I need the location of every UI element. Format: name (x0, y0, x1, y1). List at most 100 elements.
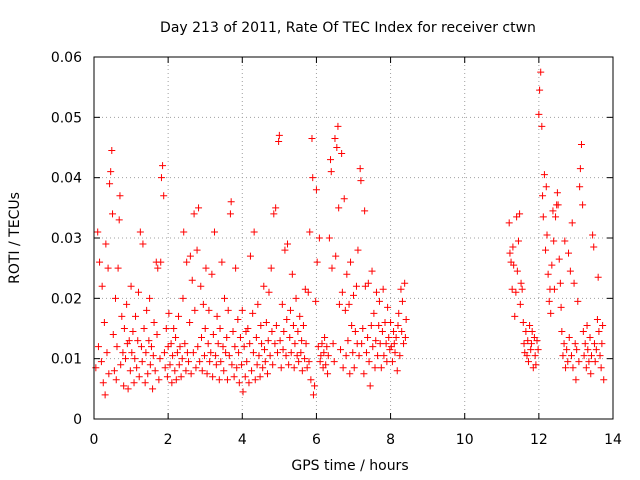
data-point (116, 192, 124, 200)
data-point (225, 352, 233, 360)
data-point (591, 358, 599, 366)
data-point (249, 349, 257, 357)
data-point (207, 349, 215, 357)
data-point (349, 349, 357, 357)
data-point (248, 367, 256, 375)
data-point (334, 122, 342, 130)
data-point (250, 228, 258, 236)
data-point (590, 340, 598, 348)
data-point (155, 376, 163, 384)
data-point (226, 210, 234, 218)
data-point (391, 349, 399, 357)
data-point (304, 288, 312, 296)
data-point (340, 195, 348, 203)
data-point (254, 300, 262, 308)
data-point (335, 300, 343, 308)
data-point (99, 379, 107, 387)
data-point (137, 343, 145, 351)
data-point (257, 321, 265, 329)
data-points (92, 68, 608, 399)
data-point (169, 352, 177, 360)
data-point (286, 306, 294, 314)
data-point (284, 240, 292, 248)
data-point (271, 340, 279, 348)
data-point (177, 373, 185, 381)
data-point (160, 192, 168, 200)
data-point (596, 352, 604, 360)
data-point (543, 231, 551, 239)
data-point (138, 358, 146, 366)
x-tick-label: 6 (312, 432, 321, 448)
data-point (372, 337, 380, 345)
data-point (566, 267, 574, 275)
y-tick-label: 0 (73, 412, 82, 428)
data-point (128, 349, 136, 357)
data-point (301, 355, 309, 363)
data-point (223, 334, 231, 342)
data-point (256, 373, 264, 381)
data-point (595, 328, 603, 336)
data-point (217, 358, 225, 366)
data-point (560, 340, 568, 348)
data-point (127, 282, 135, 290)
data-point (301, 285, 309, 293)
data-point (299, 321, 307, 329)
data-point (542, 246, 550, 254)
data-point (201, 325, 209, 332)
data-point (275, 131, 283, 139)
data-point (516, 210, 524, 218)
data-point (98, 282, 106, 290)
data-point (204, 340, 212, 348)
data-point (516, 300, 524, 308)
axis-ticks: 0 0.01 0.02 0.03 0.04 0.05 0.06 0 2 4 6 8 10 12 14 (51, 50, 622, 448)
data-point (390, 328, 398, 336)
data-point (322, 361, 330, 369)
data-point (146, 361, 154, 369)
x-tick-label: 8 (386, 432, 395, 448)
data-point (240, 343, 248, 351)
data-point (199, 300, 207, 308)
data-point (283, 315, 291, 323)
data-point (160, 349, 168, 357)
data-point (520, 340, 528, 348)
data-point (268, 328, 276, 336)
data-point (524, 337, 532, 345)
data-point (263, 370, 271, 378)
data-point (235, 349, 243, 357)
data-point (290, 364, 298, 372)
data-point (573, 346, 581, 354)
data-point (303, 364, 311, 372)
data-point (587, 352, 595, 360)
data-point (388, 358, 396, 366)
data-point (126, 367, 134, 375)
data-point (542, 183, 550, 191)
data-point (270, 210, 278, 218)
x-axis-label: GPS time / hours (291, 458, 408, 474)
data-point (233, 364, 241, 372)
data-point (92, 364, 100, 372)
data-point (182, 367, 190, 375)
data-point (297, 349, 305, 357)
data-point (369, 343, 377, 351)
data-point (144, 370, 152, 378)
data-point (400, 340, 408, 348)
data-point (514, 237, 522, 245)
data-point (260, 282, 268, 290)
data-point (345, 300, 353, 308)
data-point (590, 243, 598, 251)
data-point (509, 243, 517, 251)
data-point (307, 376, 315, 384)
data-point (202, 264, 210, 272)
data-point (519, 318, 527, 326)
data-point (599, 321, 607, 329)
data-point (288, 270, 296, 278)
data-point (384, 303, 392, 311)
data-point (114, 264, 122, 272)
data-point (212, 352, 220, 360)
data-point (122, 355, 130, 363)
data-point (170, 325, 178, 332)
data-point (168, 379, 176, 387)
data-point (350, 364, 358, 372)
data-point (402, 315, 410, 323)
data-point (185, 358, 193, 366)
